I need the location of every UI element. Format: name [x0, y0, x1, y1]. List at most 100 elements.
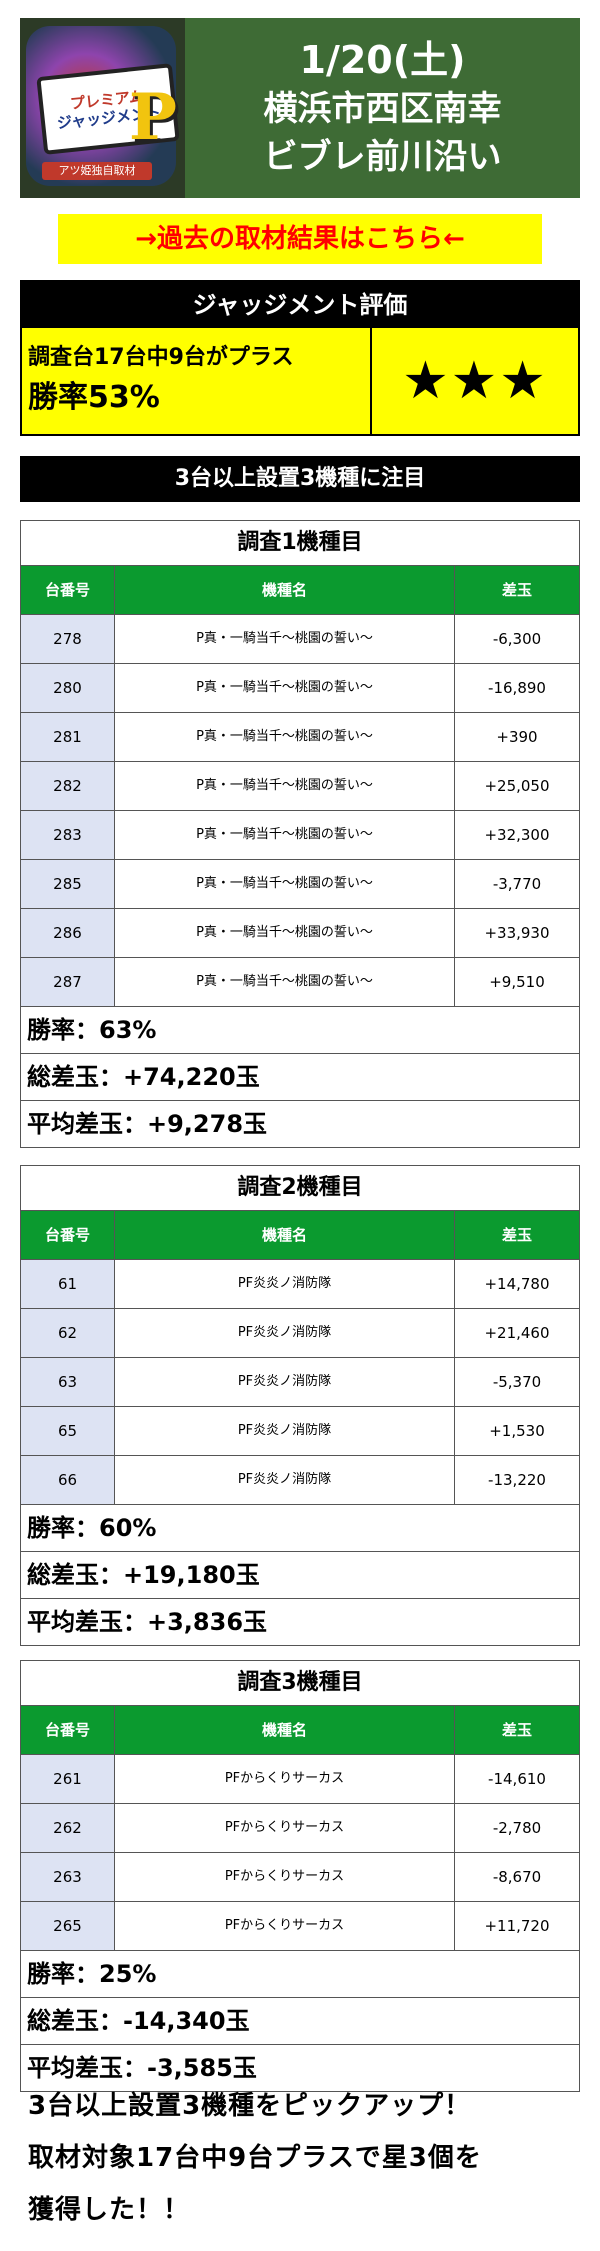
win-rate: 勝率：25% — [21, 1951, 579, 1998]
machine-name: P真・一騎当千～桃園の誓い～ — [115, 713, 455, 761]
table-row: 281 P真・一騎当千～桃園の誓い～ +390 — [21, 713, 579, 762]
table-row: 265 PFからくりサーカス +11,720 — [21, 1902, 579, 1951]
machine-table-3: 調査3機種目 台番号 機種名 差玉 261 PFからくりサーカス -14,610 2… — [20, 1660, 580, 2092]
average-difference: 平均差玉：-3,585玉 — [27, 2054, 257, 2082]
table-row: 280 P真・一騎当千～桃園の誓い～ -16,890 — [21, 664, 579, 713]
machine-table-2: 調査2機種目 台番号 機種名 差玉 61 PF炎炎ノ消防隊 +14,780 62 PF… — [20, 1165, 580, 1646]
column-header-name: 機種名 — [115, 566, 455, 614]
machine-name: P真・一騎当千～桃園の誓い～ — [115, 958, 455, 1006]
machine-name: P真・一騎当千～桃園の誓い～ — [115, 615, 455, 663]
machine-number: 286 — [21, 909, 115, 957]
machine-name: PFからくりサーカス — [115, 1755, 455, 1803]
table-row: 66 PF炎炎ノ消防隊 -13,220 — [21, 1456, 579, 1505]
machine-number: 278 — [21, 615, 115, 663]
machine-number: 280 — [21, 664, 115, 712]
column-header-diff: 差玉 — [501, 1721, 532, 1739]
machine-number: 262 — [21, 1804, 115, 1852]
table-row: 285 P真・一騎当千～桃園の誓い～ -3,770 — [21, 860, 579, 909]
table-title: 調査2機種目 — [21, 1166, 579, 1211]
judgment-title: ジャッジメント評価 — [22, 282, 578, 328]
machine-number: 63 — [21, 1358, 115, 1406]
table-header: 台番号 機種名 差玉 — [21, 1706, 579, 1755]
machine-number: 66 — [21, 1456, 115, 1504]
machine-number: 261 — [21, 1755, 115, 1803]
machine-number: 61 — [21, 1260, 115, 1308]
ball-difference: -13,220 — [488, 1471, 546, 1489]
column-header-name: 機種名 — [115, 1706, 455, 1754]
section-title: 3台以上設置3機種に注目 — [20, 456, 580, 502]
column-header-diff: 差玉 — [501, 581, 532, 599]
machine-name: PFからくりサーカス — [115, 1902, 455, 1950]
ball-difference: -6,300 — [492, 630, 542, 648]
column-header-number: 台番号 — [21, 1211, 115, 1259]
judgment-body: 調査台17台中9台がプラス 勝率53% ★★★ — [22, 328, 578, 434]
machine-name: PF炎炎ノ消防隊 — [115, 1260, 455, 1308]
machine-name: PFからくりサーカス — [115, 1853, 455, 1901]
machine-name: P真・一騎当千～桃園の誓い～ — [115, 909, 455, 957]
table-row: 287 P真・一騎当千～桃園の誓い～ +9,510 — [21, 958, 579, 1007]
machine-name: P真・一騎当千～桃園の誓い～ — [115, 762, 455, 810]
location-line2: ビブレ前川沿い — [263, 137, 502, 177]
summary-line1: 3台以上設置3機種をピックアップ！ — [28, 2091, 472, 2121]
judgment-win-rate: 勝率53% — [28, 380, 160, 415]
ball-difference: +9,510 — [489, 973, 545, 991]
header-text: 1/20(土) 横浜市西区南幸 ビブレ前川沿い — [185, 18, 580, 198]
machine-name: PF炎炎ノ消防隊 — [115, 1358, 455, 1406]
table-row: 283 P真・一騎当千～桃園の誓い～ +32,300 — [21, 811, 579, 860]
table-title: 調査1機種目 — [21, 521, 579, 566]
total-difference: 総差玉：+74,220玉 — [21, 1054, 579, 1101]
summary-line3: 獲得した！！ — [28, 2195, 191, 2225]
ball-difference: -8,670 — [492, 1868, 542, 1886]
machine-name: PFからくりサーカス — [115, 1804, 455, 1852]
table-row: 65 PF炎炎ノ消防隊 +1,530 — [21, 1407, 579, 1456]
logo-letter: P — [128, 80, 177, 155]
ball-difference: +390 — [496, 728, 538, 746]
column-header-number: 台番号 — [21, 1706, 115, 1754]
machine-table-1: 調査1機種目 台番号 機種名 差玉 278 P真・一騎当千～桃園の誓い～ -6,30… — [20, 520, 580, 1148]
header-banner: プレミアム ジャッジメント P アツ姫独自取材 1/20(土) 横浜市西区南幸 … — [20, 18, 580, 198]
judgment-summary: 調査台17台中9台がプラス 勝率53% — [22, 328, 372, 434]
machine-number: 62 — [21, 1309, 115, 1357]
ball-difference: -2,780 — [492, 1819, 542, 1837]
ball-difference: -3,770 — [492, 875, 542, 893]
ball-difference: -14,610 — [488, 1770, 546, 1788]
average-difference: 平均差玉：+3,836玉 — [27, 1608, 268, 1636]
machine-name: P真・一騎当千～桃園の誓い～ — [115, 811, 455, 859]
win-rate: 勝率：60% — [21, 1505, 579, 1552]
ball-difference: +33,930 — [484, 924, 550, 942]
machine-name: P真・一騎当千～桃園の誓い～ — [115, 664, 455, 712]
table-row: 263 PFからくりサーカス -8,670 — [21, 1853, 579, 1902]
machine-number: 281 — [21, 713, 115, 761]
machine-name: PF炎炎ノ消防隊 — [115, 1456, 455, 1504]
event-date: 1/20(土) — [299, 38, 466, 82]
table-title: 調査3機種目 — [21, 1661, 579, 1706]
judgment-plus-count: 調査台17台中9台がプラス — [28, 345, 294, 370]
ball-difference: +1,530 — [489, 1422, 545, 1440]
table-row: 261 PFからくりサーカス -14,610 — [21, 1755, 579, 1804]
location-line1: 横浜市西区南幸 — [263, 89, 502, 129]
ball-difference: +32,300 — [484, 826, 550, 844]
win-rate: 勝率：63% — [21, 1007, 579, 1054]
ball-difference: +21,460 — [484, 1324, 550, 1342]
total-difference: 総差玉：-14,340玉 — [21, 1998, 579, 2045]
ball-difference: -16,890 — [488, 679, 546, 697]
ball-difference: -5,370 — [492, 1373, 542, 1391]
machine-number: 265 — [21, 1902, 115, 1950]
machine-name: PF炎炎ノ消防隊 — [115, 1309, 455, 1357]
machine-number: 65 — [21, 1407, 115, 1455]
ball-difference: +25,050 — [484, 777, 550, 795]
table-row: 61 PF炎炎ノ消防隊 +14,780 — [21, 1260, 579, 1309]
machine-name: PF炎炎ノ消防隊 — [115, 1407, 455, 1455]
column-header-number: 台番号 — [21, 566, 115, 614]
table-header: 台番号 機種名 差玉 — [21, 566, 579, 615]
summary-line2: 取材対象17台中9台プラスで星3個を — [28, 2143, 482, 2173]
judgment-box: ジャッジメント評価 調査台17台中9台がプラス 勝率53% ★★★ — [20, 280, 580, 436]
past-results-link[interactable]: →過去の取材結果はこちら← — [58, 214, 542, 264]
machine-number: 282 — [21, 762, 115, 810]
machine-name: P真・一騎当千～桃園の誓い～ — [115, 860, 455, 908]
table-row: 286 P真・一騎当千～桃園の誓い～ +33,930 — [21, 909, 579, 958]
total-difference: 総差玉：+19,180玉 — [21, 1552, 579, 1599]
average-difference: 平均差玉：+9,278玉 — [27, 1110, 268, 1138]
summary-text: 3台以上設置3機種をピックアップ！ 取材対象17台中9台プラスで星3個を 獲得し… — [28, 2080, 573, 2236]
